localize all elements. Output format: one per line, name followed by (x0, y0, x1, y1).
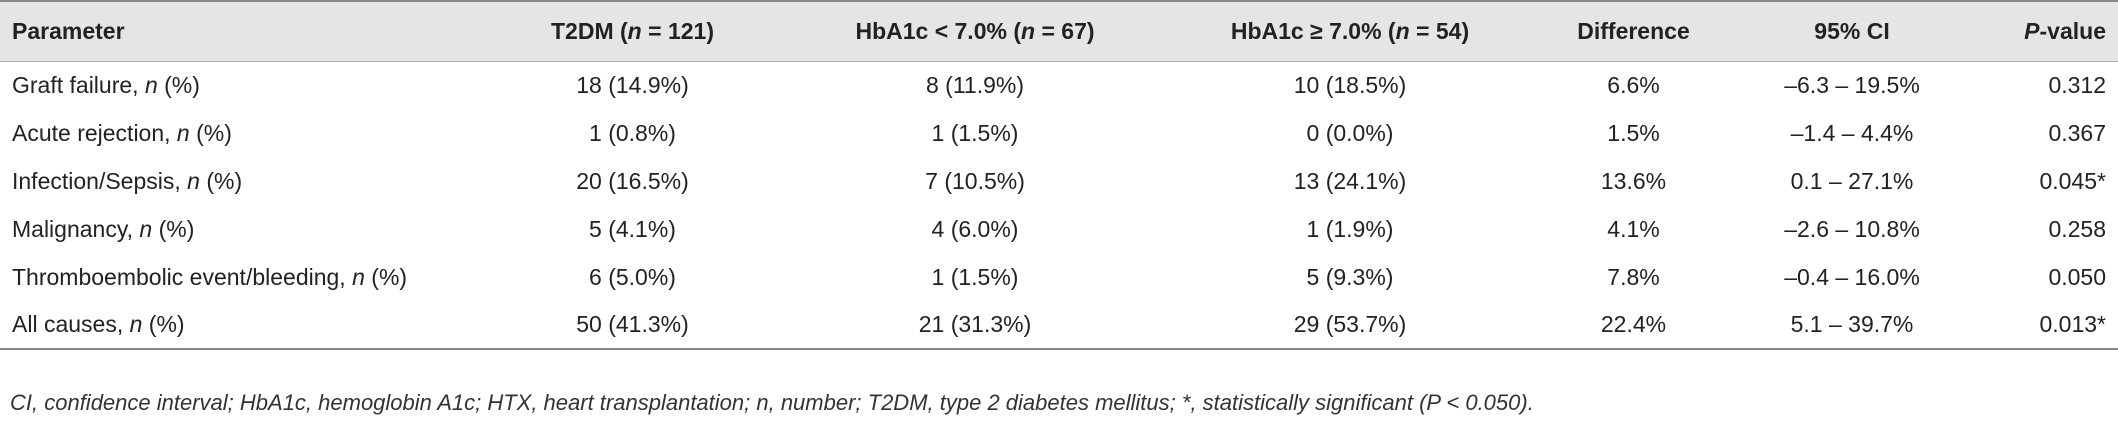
table-cell: 0.258 (2048, 215, 2106, 242)
table-cell: 22.4% (1600, 311, 1667, 337)
table-cell: 20 (16.5%) (576, 167, 689, 194)
table-cell: 0.045* (2039, 167, 2106, 194)
table-cell: 13 (24.1%) (1293, 167, 1407, 194)
header-row: Parameter T2DM (n = 121) HbA1c < 7.0% (n =… (0, 1, 2118, 61)
text-segment: -value (2039, 17, 2106, 44)
column-header: Difference (1495, 1, 1772, 61)
text-segment: = 121) (641, 17, 714, 44)
text-segment: (%) (364, 263, 408, 290)
text-segment: Acute rejection, (12, 119, 177, 146)
table-cell: 0.050 (2048, 263, 2106, 290)
text-segment: Thromboembolic event/bleeding, (12, 263, 353, 290)
table-cell: 0 (0.0%) (1306, 119, 1394, 146)
table-cell: 5.1 – 39.7% (1790, 311, 1914, 337)
column-header: Parameter (0, 1, 520, 61)
table-cell: 5 (4.1%) (589, 215, 676, 242)
footnote: CI, confidence interval; HbA1c, hemoglob… (10, 390, 1534, 415)
table-cell: 1 (0.8%) (589, 119, 676, 146)
text-segment: = 67) (1035, 17, 1095, 44)
table-cell: 10 (18.5%) (1293, 71, 1407, 98)
table-cell: 50 (41.3%) (576, 311, 689, 337)
table-cell: 7.8% (1607, 263, 1660, 290)
row-label: Infection/Sepsis, n (%) (0, 157, 520, 205)
table-cell: 1 (1.5%) (931, 119, 1019, 146)
table-cell: 1 (1.9%) (1306, 215, 1394, 242)
text-segment: (%) (142, 311, 185, 337)
table-cell: 29 (53.7%) (1293, 311, 1407, 337)
table-cell: 5 (9.3%) (1306, 263, 1394, 290)
table-row: Acute rejection, n (%) 1 (0.8%) 1 (1.5%) 0 … (0, 109, 2118, 157)
table-cell: –0.4 – 16.0% (1784, 263, 1920, 290)
table-cell: 6.6% (1607, 71, 1660, 98)
column-header: HbA1c ≥ 7.0% (n = 54) (1205, 1, 1495, 61)
text-segment: (%) (157, 71, 200, 98)
table: Parameter T2DM (n = 121) HbA1c < 7.0% (n =… (0, 1, 2118, 349)
row-label: Acute rejection, n (%) (0, 109, 520, 157)
text-segment: n (352, 263, 365, 290)
text-segment: Graft failure, (12, 71, 145, 98)
row-label: Thromboembolic event/bleeding, n (%) (0, 253, 520, 301)
text-segment: Malignancy, (12, 215, 140, 242)
column-header: HbA1c < 7.0% (n = 67) (745, 1, 1205, 61)
table-cell: 13.6% (1600, 167, 1667, 194)
text-segment: = 54) (1409, 17, 1470, 44)
text-segment: n (144, 71, 158, 98)
table-row: Infection/Sepsis, n (%) 20 (16.5%) 7 (10.5… (0, 157, 2118, 205)
row-label: Malignancy, n (%) (0, 205, 520, 253)
table-cell: 0.013* (2039, 311, 2106, 337)
text-segment: n (176, 119, 190, 146)
table-row: Malignancy, n (%) 5 (4.1%) 4 (6.0%) 1 (1.9%… (0, 205, 2118, 253)
text-segment: P (2024, 17, 2040, 44)
table-cell: –6.3 – 19.5% (1784, 71, 1920, 98)
text-segment: Difference (1577, 17, 1690, 44)
table-cell: 0.367 (2048, 119, 2106, 146)
text-segment: n (139, 215, 153, 242)
row-label: All causes, n (%) (0, 301, 520, 349)
table-cell: 18 (14.9%) (576, 71, 689, 98)
text-segment: Parameter (12, 17, 125, 44)
text-segment: n (1021, 17, 1036, 44)
table-cell: 4.1% (1607, 215, 1660, 242)
text-segment: All causes, (12, 311, 130, 337)
table-cell: 8 (11.9%) (925, 71, 1024, 98)
text-segment: n (129, 311, 143, 337)
column-header: 95% CI (1772, 1, 1932, 61)
text-segment: 95% CI (1814, 17, 1890, 44)
text-segment: n (627, 17, 642, 44)
text-segment: n (1395, 17, 1410, 44)
table-cell: 7 (10.5%) (925, 167, 1025, 194)
row-label: Graft failure, n (%) (0, 61, 520, 109)
text-segment: (%) (189, 119, 232, 146)
text-segment: HbA1c ≥ 7.0% ( (1230, 17, 1396, 44)
text-segment: (%) (152, 215, 195, 242)
table-cell: –2.6 – 10.8% (1784, 215, 1920, 242)
column-header: T2DM (n = 121) (520, 1, 745, 61)
column-header: P-value (1932, 1, 2118, 61)
text-segment: (%) (199, 167, 243, 194)
table-row: Thromboembolic event/bleeding, n (%) 6 (5… (0, 253, 2118, 301)
table-body: Graft failure, n (%) 18 (14.9%) 8 (11.9%) 1… (0, 61, 2118, 349)
table-header: Parameter T2DM (n = 121) HbA1c < 7.0% (n =… (0, 1, 2118, 61)
text-segment: HbA1c < 7.0% ( (855, 17, 1021, 44)
table-cell: 0.1 – 27.1% (1790, 167, 1914, 194)
table-row: All causes, n (%) 50 (41.3%) 21 (31.3%) 29 … (0, 301, 2118, 349)
table-cell: 6 (5.0%) (589, 263, 676, 290)
table-cell: 1.5% (1607, 119, 1660, 146)
table-cell: 1 (1.5%) (931, 263, 1019, 290)
text-segment: T2DM ( (551, 17, 628, 44)
table-row: Graft failure, n (%) 18 (14.9%) 8 (11.9%) 1… (0, 61, 2118, 109)
table-cell: 4 (6.0%) (931, 215, 1019, 242)
table-cell: 0.312 (2048, 71, 2106, 98)
table-cell: 21 (31.3%) (918, 311, 1032, 337)
table-cell: –1.4 – 4.4% (1790, 119, 1914, 146)
text-segment: Infection/Sepsis, (12, 167, 188, 194)
text-segment: n (187, 167, 200, 194)
